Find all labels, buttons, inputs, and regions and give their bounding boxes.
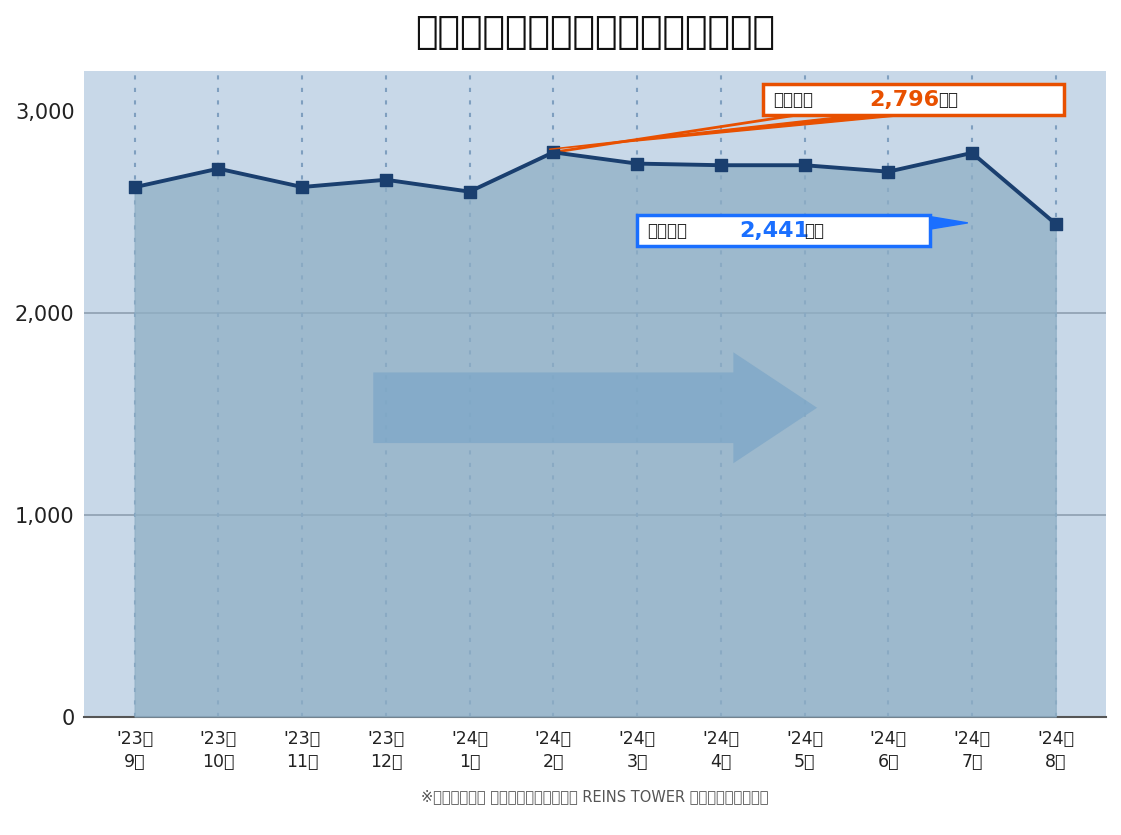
Text: 最高金額: 最高金額 (772, 90, 813, 109)
Point (293, 180, 311, 194)
FancyBboxPatch shape (637, 215, 930, 246)
Point (796, 159, 814, 172)
Polygon shape (373, 352, 817, 463)
Text: 万円: 万円 (805, 222, 825, 240)
FancyBboxPatch shape (762, 84, 1064, 115)
Point (210, 162, 228, 175)
Point (712, 159, 730, 172)
Polygon shape (930, 216, 967, 229)
Text: 2,796: 2,796 (869, 89, 939, 109)
Point (628, 157, 646, 170)
Text: 万円: 万円 (937, 90, 957, 109)
Point (963, 146, 981, 159)
Point (545, 145, 563, 159)
Text: 2,441: 2,441 (739, 220, 809, 240)
Title: 兵庫県「中古マンション」価格推移: 兵庫県「中古マンション」価格推移 (415, 15, 776, 51)
Text: ※公益財団法人 東日本不動産流通機構 REINS TOWER のデータを基に作成: ※公益財団法人 東日本不動産流通機構 REINS TOWER のデータを基に作成 (421, 789, 769, 803)
Point (126, 180, 143, 194)
Point (461, 185, 479, 199)
Point (377, 173, 395, 186)
Polygon shape (549, 115, 905, 149)
Point (879, 165, 897, 179)
Point (1047, 217, 1065, 230)
Text: 最低金額: 最低金額 (647, 222, 687, 240)
